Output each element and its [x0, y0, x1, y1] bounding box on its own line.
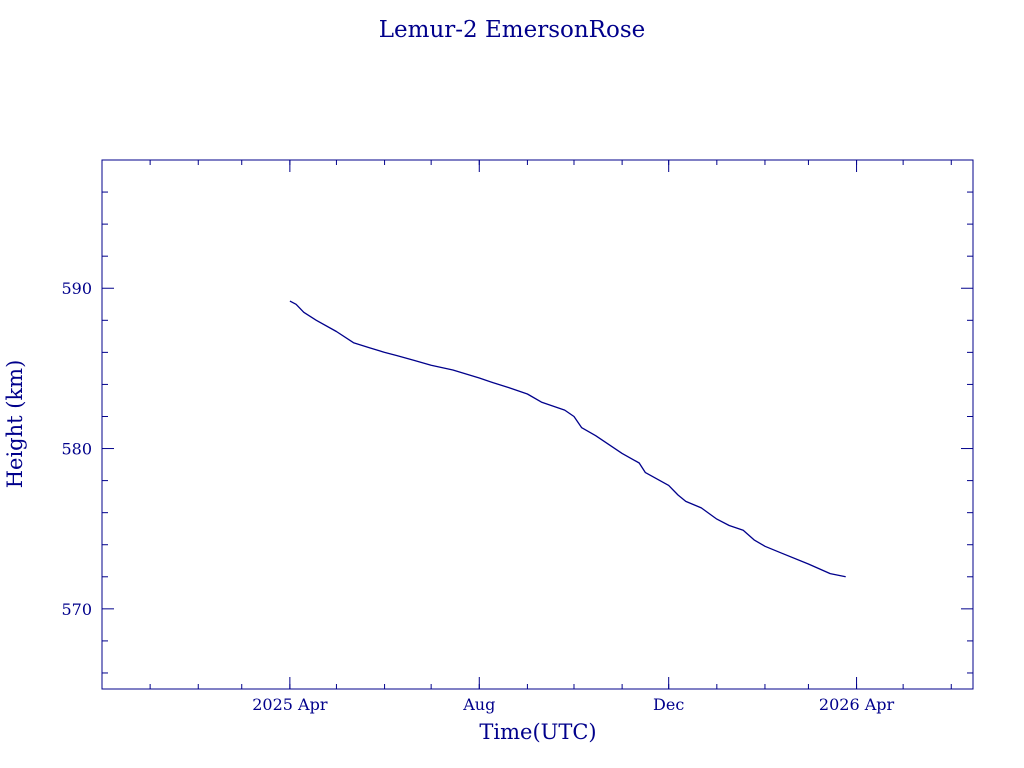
- y-tick-label: 570: [61, 600, 92, 619]
- x-tick-label: 2025 Apr: [252, 695, 328, 714]
- height-series-line: [289, 300, 846, 578]
- x-axis-label: Time(UTC): [479, 720, 596, 744]
- x-axis-ticks: [149, 160, 952, 689]
- plot-frame: [101, 159, 974, 690]
- y-axis-tick-labels: 570 580 590: [61, 279, 92, 619]
- chart-title: Lemur-2 EmersonRose: [379, 17, 645, 43]
- y-axis-ticks: [102, 159, 973, 674]
- y-tick-label: 580: [61, 440, 92, 459]
- y-axis-label: Height (km): [3, 360, 27, 489]
- x-tick-label: Aug: [462, 695, 495, 714]
- x-tick-label: 2026 Apr: [819, 695, 895, 714]
- x-axis-tick-labels: 2025 Apr Aug Dec 2026 Apr: [252, 695, 894, 714]
- y-tick-label: 590: [61, 279, 92, 298]
- x-tick-label: Dec: [653, 695, 684, 714]
